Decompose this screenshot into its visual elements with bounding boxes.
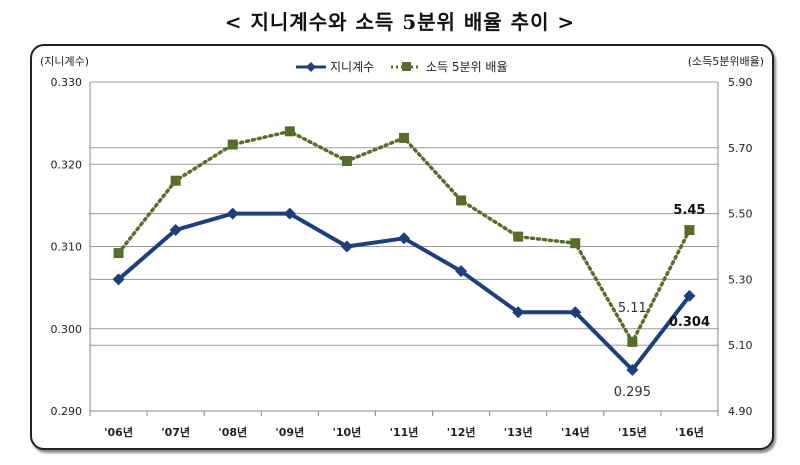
data-point-income-ratio	[456, 195, 467, 206]
x-tick-label: '07년	[161, 425, 190, 439]
data-point-gini	[569, 306, 582, 319]
x-tick-label: '16년	[675, 425, 704, 439]
left-tick-label: 0.310	[51, 241, 83, 254]
x-tick-label: '10년	[333, 425, 362, 439]
right-tick-label: 5.90	[728, 76, 753, 89]
data-point-gini	[112, 273, 125, 286]
data-label: 5.11	[618, 301, 647, 316]
data-point-gini	[455, 265, 468, 278]
left-tick-label: 0.330	[51, 76, 83, 89]
data-point-income-ratio	[113, 248, 124, 259]
data-point-income-ratio	[170, 175, 181, 186]
data-point-income-ratio	[627, 336, 638, 347]
x-tick-label: '15년	[618, 425, 647, 439]
legend-marker-gini	[306, 62, 316, 72]
data-point-income-ratio	[227, 139, 238, 150]
left-axis-unit: (지니계수)	[40, 55, 89, 68]
x-tick-label: '11년	[390, 425, 419, 439]
right-tick-label: 5.50	[728, 208, 753, 221]
data-point-income-ratio	[684, 225, 695, 236]
x-tick-label: '06년	[104, 425, 133, 439]
legend-label-income-ratio: 소득 5분위 배율	[426, 60, 508, 74]
right-axis-unit: (소득5분위배율)	[688, 55, 764, 68]
data-point-gini	[283, 207, 296, 220]
left-tick-label: 0.300	[51, 323, 83, 336]
data-label: 0.304	[669, 315, 710, 330]
data-point-gini	[340, 240, 353, 253]
data-point-gini	[626, 363, 639, 376]
x-tick-label: '09년	[275, 425, 304, 439]
data-point-income-ratio	[513, 231, 524, 242]
data-point-income-ratio	[399, 132, 409, 143]
data-point-gini	[683, 289, 696, 302]
x-tick-label: '12년	[447, 425, 476, 439]
data-point-gini	[169, 224, 182, 237]
legend-marker-income-ratio	[402, 62, 411, 71]
legend-label-gini: 지니계수	[330, 60, 374, 74]
data-label: 0.295	[614, 385, 651, 400]
data-point-gini	[398, 232, 410, 245]
left-tick-label: 0.320	[51, 158, 83, 171]
right-tick-label: 5.10	[728, 339, 753, 352]
data-point-income-ratio	[284, 126, 295, 137]
x-tick-label: '08년	[218, 425, 247, 439]
data-point-gini	[512, 306, 525, 319]
data-point-income-ratio	[341, 155, 352, 166]
chart-title: < 지니계수와 소득 5분위 배율 추이 >	[224, 10, 576, 34]
x-tick-label: '13년	[504, 425, 533, 439]
data-label: 5.45	[673, 203, 705, 218]
right-tick-label: 4.90	[728, 405, 753, 418]
data-point-gini	[226, 207, 239, 220]
right-tick-label: 5.30	[728, 273, 753, 286]
x-tick-label: '14년	[561, 425, 590, 439]
data-point-income-ratio	[570, 238, 581, 249]
left-tick-label: 0.290	[51, 405, 83, 418]
right-tick-label: 5.70	[728, 142, 753, 155]
